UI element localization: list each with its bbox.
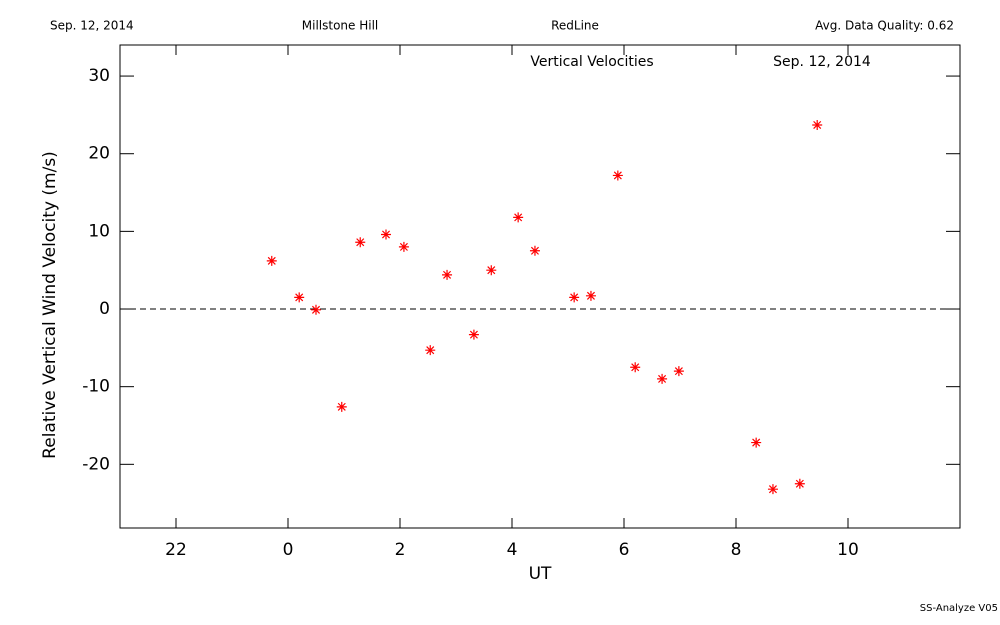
data-point (673, 366, 684, 377)
data-point (398, 241, 409, 252)
chart-title: Vertical Velocities (530, 54, 653, 70)
data-point (529, 245, 540, 256)
x-tick-label: 0 (283, 540, 294, 560)
data-point (513, 212, 524, 223)
header-instrument: RedLine (551, 19, 599, 33)
x-tick-label: 4 (507, 540, 518, 560)
data-point (812, 119, 823, 130)
data-point (630, 362, 641, 373)
y-tick-label: 0 (99, 299, 110, 319)
x-tick-label: 2 (395, 540, 406, 560)
data-point (336, 401, 347, 412)
footer: SS-Analyze V05 (920, 603, 998, 614)
x-axis-label: UT (529, 564, 552, 584)
data-point (294, 292, 305, 303)
data-point (311, 304, 321, 315)
header-quality: Avg. Data Quality: 0.62 (815, 19, 954, 33)
y-axis-label: Relative Vertical Wind Velocity (m/s) (40, 151, 60, 459)
header-site: Millstone Hill (302, 19, 378, 33)
x-tick-label: 10 (837, 540, 859, 560)
y-tick-label: -20 (82, 454, 110, 474)
data-point (381, 229, 391, 240)
data-point (585, 290, 596, 301)
data-point (612, 170, 623, 181)
x-tick-label: 8 (731, 540, 742, 560)
data-point (569, 292, 580, 303)
data-point (425, 345, 436, 356)
plot-frame (119, 44, 961, 529)
data-point (486, 265, 497, 276)
x-tick-label: 22 (165, 540, 187, 560)
y-tick-label: -10 (82, 377, 110, 397)
data-point (266, 255, 277, 266)
data-point (794, 478, 805, 489)
data-point (468, 329, 479, 340)
data-point (751, 437, 762, 448)
chart-subtitle: Sep. 12, 2014 (773, 54, 871, 70)
data-point (657, 373, 668, 384)
data-point (767, 484, 778, 495)
y-tick-label: 20 (88, 144, 110, 164)
data-point (442, 269, 453, 280)
header-date: Sep. 12, 2014 (50, 19, 134, 33)
data-point (355, 237, 366, 248)
y-tick-label: 10 (88, 221, 110, 241)
x-tick-label: 6 (619, 540, 630, 560)
y-tick-label: 30 (88, 66, 110, 86)
